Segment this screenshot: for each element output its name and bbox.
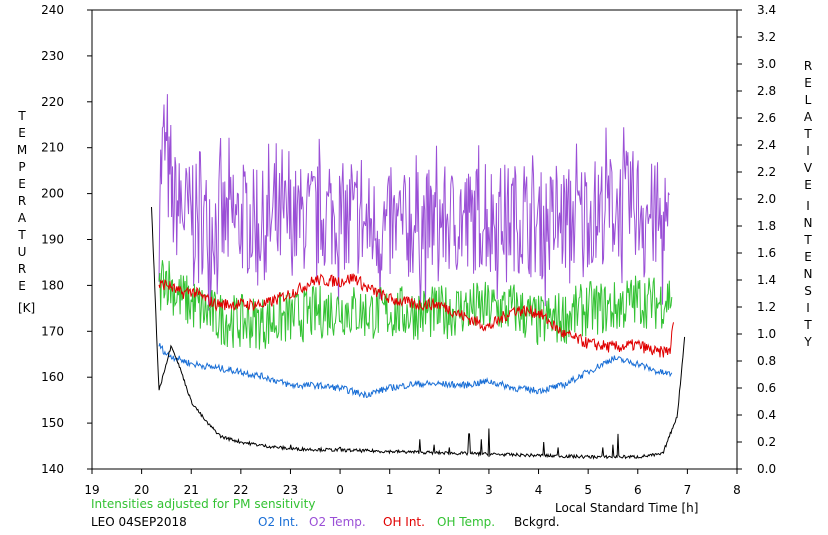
- series-line-oh_temp: [158, 260, 673, 350]
- left-tick-label: 150: [41, 416, 64, 430]
- right-axis-label-letter: R: [804, 59, 812, 73]
- left-axis-label-letter: T: [17, 109, 26, 123]
- right-tick-label: 0.8: [757, 354, 776, 368]
- right-tick-label: 0.0: [757, 462, 776, 476]
- x-tick-label: 23: [283, 483, 298, 497]
- right-tick-label: 0.6: [757, 381, 776, 395]
- series-line-oh_int: [158, 273, 674, 358]
- right-tick-label: 1.0: [757, 327, 776, 341]
- x-tick-label: 2: [435, 483, 443, 497]
- right-tick-label: 3.2: [757, 30, 776, 44]
- left-axis-label-letter: P: [18, 160, 25, 174]
- right-axis-label-letter: N: [804, 216, 813, 230]
- series-line-bckgrd: [151, 206, 686, 460]
- x-tick-label: 6: [634, 483, 642, 497]
- right-tick-label: 1.4: [757, 273, 776, 287]
- right-tick-label: 0.2: [757, 435, 776, 449]
- right-tick-label: 1.8: [757, 219, 776, 233]
- right-tick-label: 0.4: [757, 408, 776, 422]
- left-tick-label: 160: [41, 370, 64, 384]
- x-tick-label: 1: [386, 483, 394, 497]
- right-axis-label-letter: I: [806, 199, 810, 213]
- pm-sensitivity-note: Intensities adjusted for PM sensitivity: [91, 497, 315, 511]
- x-tick-label: 19: [84, 483, 99, 497]
- left-axis-label-letter: U: [18, 245, 27, 259]
- left-tick-label: 220: [41, 95, 64, 109]
- x-tick-label: 0: [336, 483, 344, 497]
- x-tick-label: 22: [233, 483, 248, 497]
- left-tick-label: 140: [41, 462, 64, 476]
- right-axis-label-letter: T: [803, 318, 812, 332]
- right-axis-label-letter: T: [803, 127, 812, 141]
- left-axis-label-letter: T: [17, 228, 26, 242]
- x-tick-label: 3: [485, 483, 493, 497]
- left-axis-label-letter: E: [18, 177, 26, 191]
- right-axis-ticks: 0.0 0.2 0.4 0.6 0.8 1.0 1.2 1.4 1.6 1.8 2.0 2.2 2.4 2…: [737, 3, 776, 476]
- right-tick-label: 2.0: [757, 192, 776, 206]
- right-axis-label-letter: N: [804, 267, 813, 281]
- left-axis-label-letter: M: [17, 143, 27, 157]
- left-axis-label-letter: A: [18, 211, 27, 225]
- right-axis-label-letter: S: [804, 284, 812, 298]
- x-axis-label: Local Standard Time [h]: [555, 501, 698, 515]
- x-tick-label: 4: [535, 483, 543, 497]
- right-axis-label-letter: I: [806, 144, 810, 158]
- left-axis-label-letter: R: [18, 262, 26, 276]
- right-axis-label-letter: A: [804, 110, 813, 124]
- legend-item: O2 Temp.: [309, 515, 366, 529]
- footer-label: LEO 04SEP2018: [91, 515, 187, 529]
- left-axis-label-letter: E: [18, 279, 26, 293]
- legend-item: OH Temp.: [437, 515, 495, 529]
- x-axis-ticks: 19 20 21 22 23 0 1 2 3 4 5 6 7 8: [84, 469, 741, 497]
- right-axis-label-letter: I: [806, 301, 810, 315]
- right-tick-label: 2.2: [757, 165, 776, 179]
- series-line-o2_temp: [158, 94, 670, 311]
- left-tick-label: 200: [41, 187, 64, 201]
- x-tick-label: 8: [733, 483, 741, 497]
- right-axis-label-letter: E: [804, 76, 812, 90]
- plot-area: [91, 9, 738, 470]
- right-tick-label: 3.4: [757, 3, 776, 17]
- left-axis-label-letter: R: [18, 194, 26, 208]
- right-axis-label-letter: L: [805, 93, 812, 107]
- x-tick-label: 7: [684, 483, 692, 497]
- x-tick-label: 5: [584, 483, 592, 497]
- legend: O2 Int. O2 Temp. OH Int. OH Temp. Bckgrd.: [258, 515, 560, 529]
- left-tick-label: 240: [41, 3, 64, 17]
- right-axis-label-letter: V: [804, 161, 813, 175]
- right-axis-label-letter: Y: [803, 335, 812, 349]
- x-tick-label: 21: [184, 483, 199, 497]
- left-tick-label: 230: [41, 49, 64, 63]
- left-axis-unit: [K]: [18, 301, 35, 315]
- right-tick-label: 3.0: [757, 57, 776, 71]
- right-axis-label-letter: E: [804, 250, 812, 264]
- series-line-o2_int: [158, 343, 673, 399]
- left-tick-label: 210: [41, 141, 64, 155]
- left-tick-label: 190: [41, 233, 64, 247]
- right-tick-label: 2.8: [757, 84, 776, 98]
- right-tick-label: 1.2: [757, 300, 776, 314]
- left-axis-label-letter: E: [18, 126, 26, 140]
- x-tick-label: 20: [134, 483, 149, 497]
- right-axis-label-letter: T: [803, 233, 812, 247]
- right-tick-label: 1.6: [757, 246, 776, 260]
- series-layer: [151, 94, 686, 460]
- legend-item: O2 Int.: [258, 515, 299, 529]
- right-tick-label: 2.4: [757, 138, 776, 152]
- left-tick-label: 180: [41, 278, 64, 292]
- left-axis-ticks: 140 150 160 170 180 190 200 210 220 230 240: [41, 3, 92, 476]
- legend-item: Bckgrd.: [514, 515, 560, 529]
- right-axis-label-letter: E: [804, 178, 812, 192]
- left-tick-label: 170: [41, 324, 64, 338]
- right-tick-label: 2.6: [757, 111, 776, 125]
- legend-item: OH Int.: [383, 515, 425, 529]
